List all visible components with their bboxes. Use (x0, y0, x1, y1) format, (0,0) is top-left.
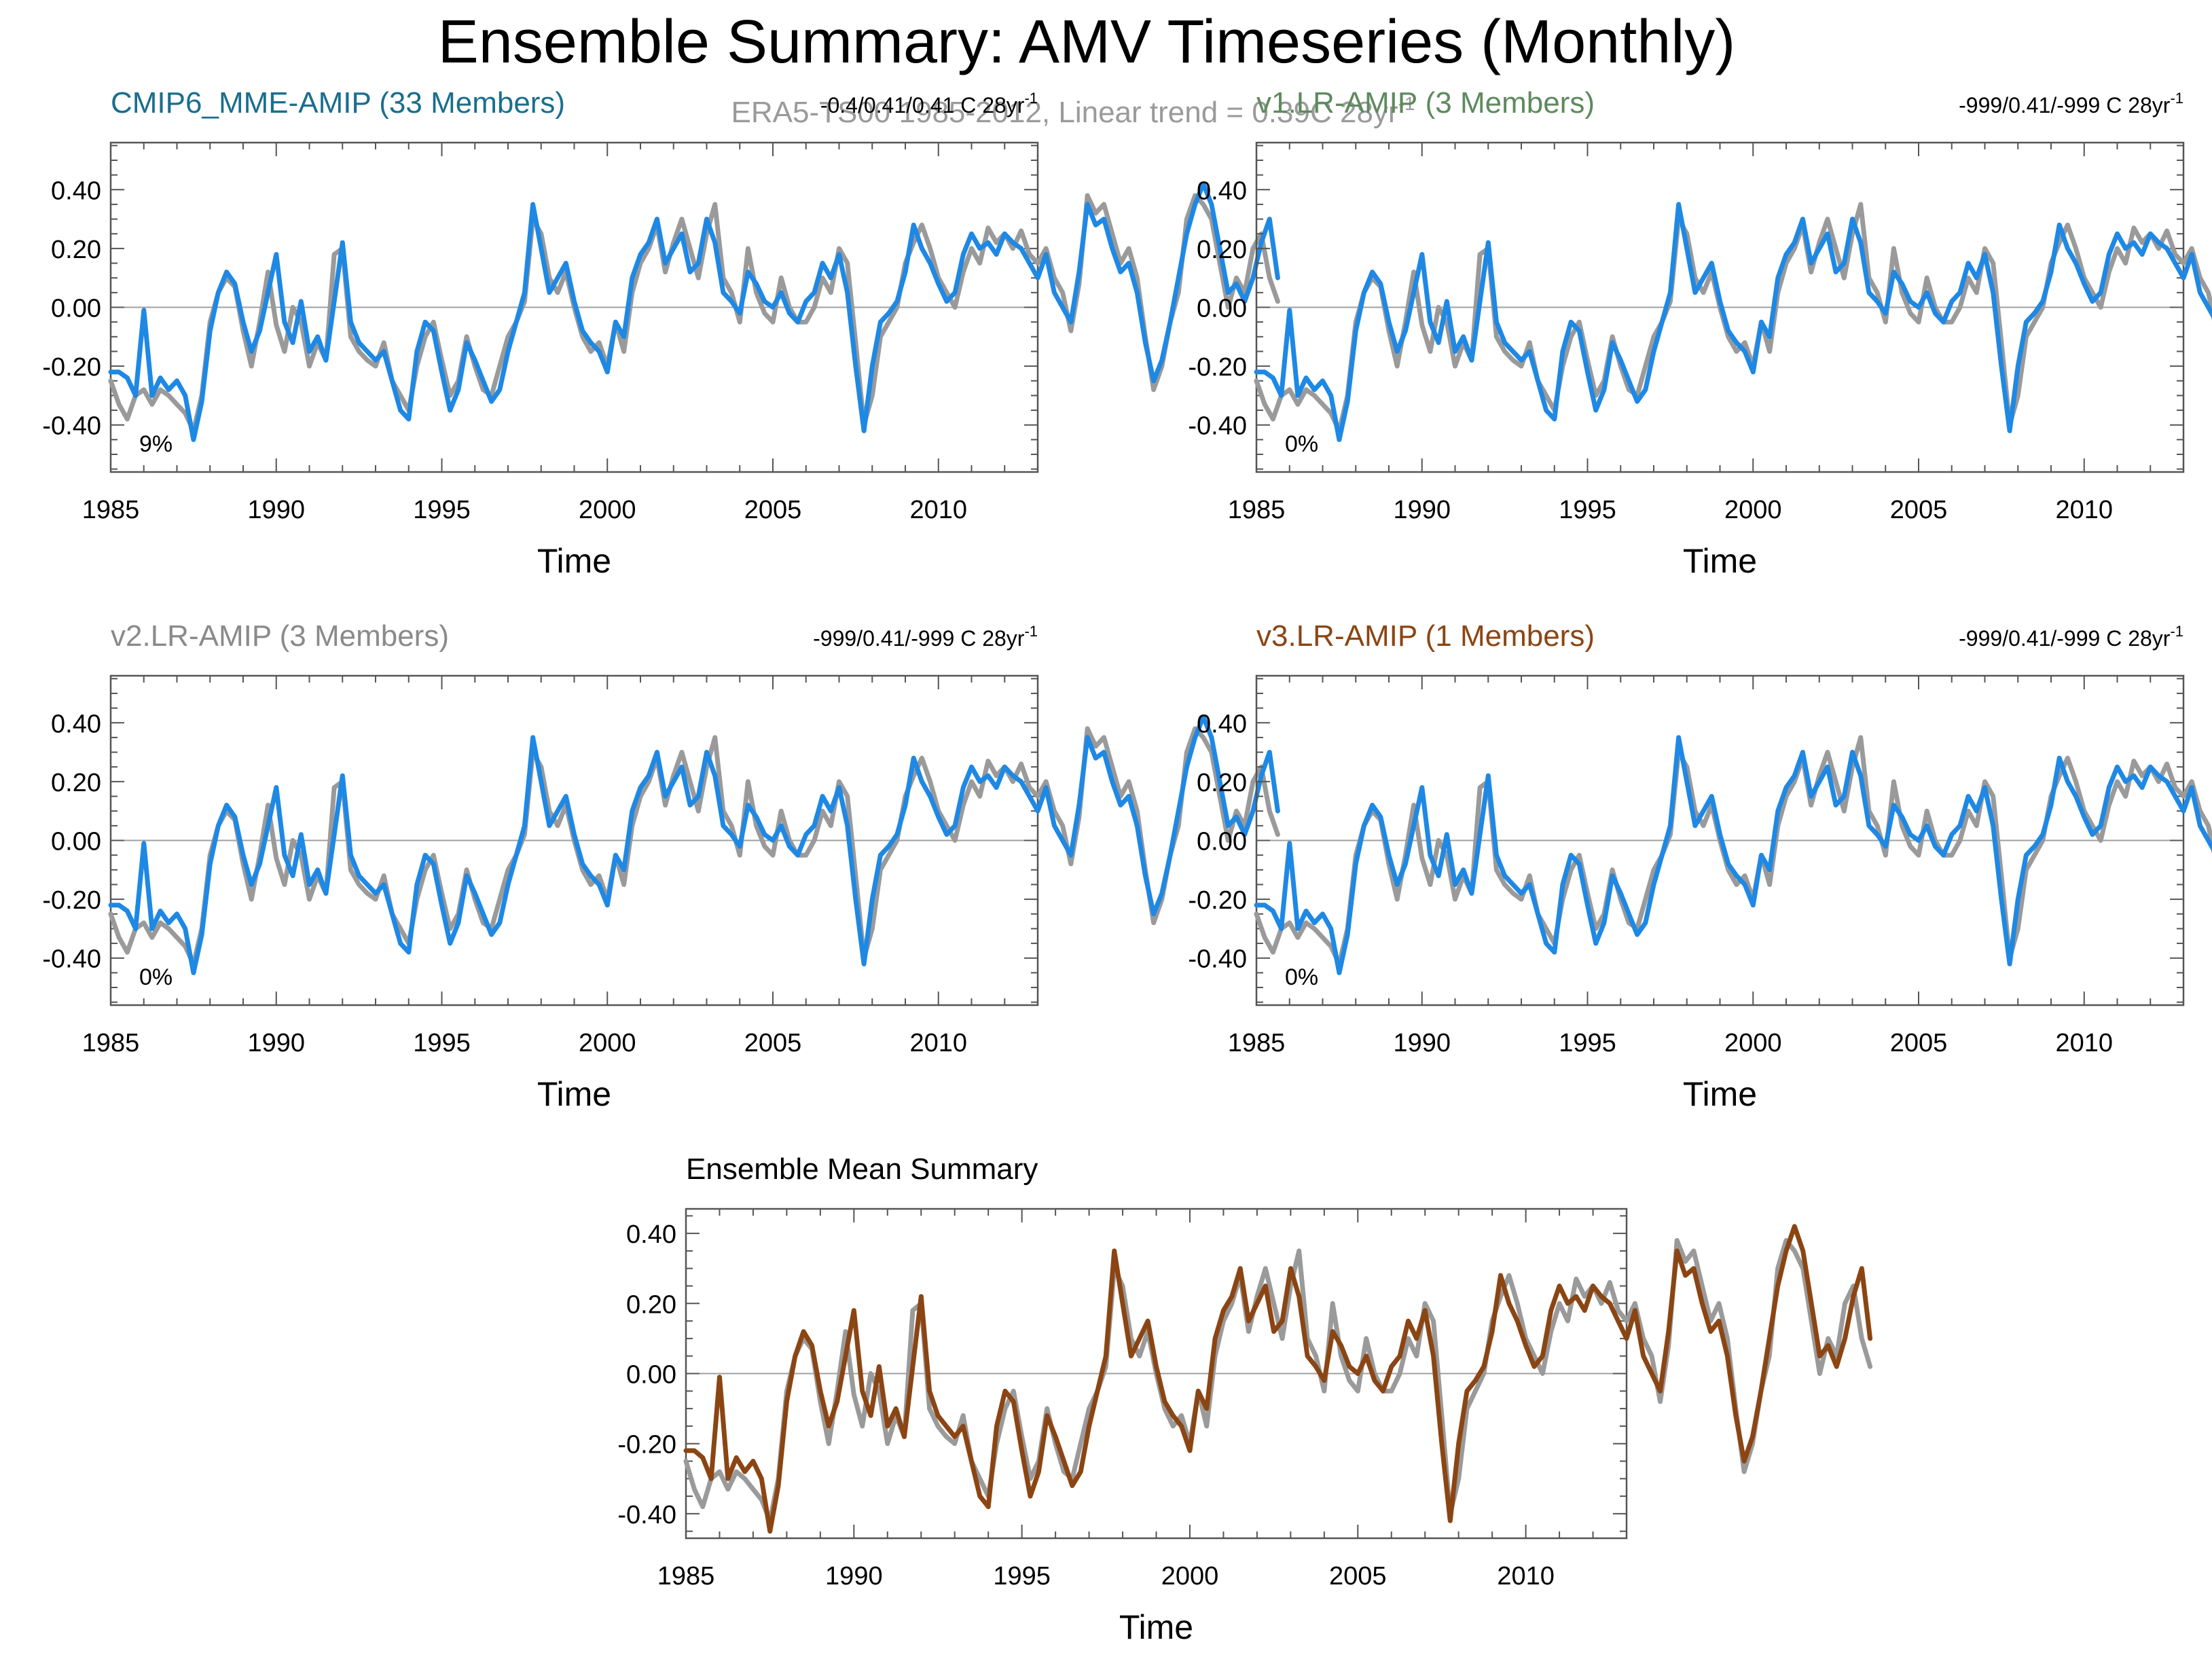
x-tick-label: 1990 (825, 1562, 883, 1591)
x-tick-label: 1985 (657, 1562, 715, 1591)
y-tick-label: 0.40 (1197, 710, 1247, 738)
y-tick-label: 0.00 (1197, 295, 1247, 323)
y-tick-label: 0.40 (51, 710, 101, 738)
y-tick-label: -0.40 (617, 1501, 676, 1529)
y-tick-label: 0.40 (626, 1220, 676, 1249)
x-tick-label: 1995 (413, 1029, 471, 1057)
x-tick-label: 2005 (1890, 1029, 1948, 1057)
y-tick-label: 0.00 (51, 828, 101, 856)
x-tick-label: 2010 (909, 496, 967, 524)
panel-stats-superscript: -1 (1024, 623, 1038, 640)
figure-title: Ensemble Summary: AMV Timeseries (Monthl… (438, 8, 1736, 76)
reference-label: ERA5-TS00 1985-2012, Linear trend = 0.39… (731, 93, 1415, 129)
panel-stats-text: -999/0.41/-999 C 28yr (813, 626, 1025, 651)
x-axis-label: Time (537, 542, 611, 580)
panel-stats-superscript: -1 (2170, 623, 2183, 640)
y-tick-label: 0.20 (51, 769, 101, 797)
series-line-model (108, 181, 1280, 442)
panels: -0.40 -0.20 0.00 0.20 0.40 1985 1990 1995 2000 20… (42, 86, 2212, 1646)
y-tick-label: 0.40 (1197, 177, 1247, 205)
y-tick-label: -0.40 (42, 412, 101, 441)
x-tick-label: 2005 (1329, 1562, 1387, 1591)
y-tick-label: 0.20 (51, 236, 101, 264)
y-tick-label: -0.20 (42, 886, 101, 915)
percent-label: 0% (1285, 964, 1318, 990)
x-tick-label: 2000 (1161, 1562, 1219, 1591)
x-tick-label: 2000 (579, 496, 636, 524)
y-tick-label: 0.00 (1197, 828, 1247, 856)
x-tick-label: 1990 (247, 1029, 305, 1057)
x-tick-label: 1995 (1559, 496, 1616, 524)
x-tick-label: 2005 (744, 1029, 802, 1057)
y-tick-label: 0.00 (51, 295, 101, 323)
reference-label-text: ERA5-TS00 1985-2012, Linear trend = 0.39… (731, 96, 1398, 129)
percent-label: 9% (139, 431, 173, 457)
x-axis-label: Time (1683, 1075, 1757, 1113)
x-tick-label: 1985 (82, 496, 140, 524)
y-tick-label: 0.20 (626, 1290, 676, 1319)
chart-panel-5: -0.40 -0.20 0.00 0.20 0.40 1985 1990 1995 2000 20… (617, 1152, 1873, 1646)
chart-panel-4: -0.40 -0.20 0.00 0.20 0.40 1985 1990 1995 2000 20… (1188, 619, 2212, 1113)
x-tick-label: 2005 (1890, 496, 1948, 524)
chart-panel-2: -0.40 -0.20 0.00 0.20 0.40 1985 1990 1995 2000 20… (1188, 86, 2212, 580)
x-tick-label: 1985 (82, 1029, 140, 1057)
x-tick-label: 1990 (1393, 496, 1451, 524)
panel-stats-text: -999/0.41/-999 C 28yr (1959, 93, 2171, 117)
x-tick-label: 1990 (1393, 1029, 1451, 1057)
x-tick-label: 2010 (909, 1029, 967, 1057)
panel-title: v2.LR-AMIP (3 Members) (111, 619, 449, 653)
panel-stats: -999/0.41/-999 C 28yr-1 (1959, 623, 2183, 651)
series-line-observation (1254, 735, 2212, 966)
x-axis-label: Time (537, 1075, 611, 1113)
series-line-model (108, 714, 1280, 975)
y-tick-label: -0.20 (1188, 353, 1247, 382)
x-tick-label: 2010 (2055, 496, 2113, 524)
panel-title: Ensemble Mean Summary (686, 1152, 1038, 1186)
y-tick-label: -0.20 (617, 1431, 676, 1459)
x-tick-label: 1995 (413, 496, 471, 524)
x-tick-label: 1995 (993, 1562, 1051, 1591)
panel-stats: -0.4/0.41/0.41 C 28yr-1 (820, 90, 1038, 117)
series-line-model (1254, 202, 2212, 442)
y-tick-label: 0.40 (51, 177, 101, 205)
panel-title: v1.LR-AMIP (3 Members) (1256, 86, 1595, 120)
x-tick-label: 2000 (1724, 496, 1782, 524)
x-tick-label: 1995 (1559, 1029, 1616, 1057)
panel-stats-superscript: -1 (1024, 90, 1038, 107)
y-tick-label: -0.20 (42, 353, 101, 382)
panel-title: CMIP6_MME-AMIP (33 Members) (111, 86, 565, 120)
reference-label-superscript: -1 (1398, 93, 1415, 114)
x-axis-label: Time (1683, 542, 1757, 580)
y-tick-label: -0.40 (1188, 945, 1247, 974)
x-tick-label: 1985 (1228, 1029, 1286, 1057)
x-tick-label: 2010 (1497, 1562, 1555, 1591)
panel-title: v3.LR-AMIP (1 Members) (1256, 619, 1595, 653)
panel-stats-text: -0.4/0.41/0.41 C 28yr (820, 93, 1025, 117)
percent-label: 0% (139, 964, 173, 990)
x-tick-label: 1985 (1228, 496, 1286, 524)
series-line-ensemble_mean (683, 1224, 1873, 1534)
y-tick-label: -0.20 (1188, 886, 1247, 915)
chart-panel-3: -0.40 -0.20 0.00 0.20 0.40 1985 1990 1995 2000 20… (42, 619, 1280, 1113)
panel-stats: -999/0.41/-999 C 28yr-1 (1959, 90, 2183, 117)
x-tick-label: 2000 (1724, 1029, 1782, 1057)
x-tick-label: 2005 (744, 496, 802, 524)
chart-panel-1: -0.40 -0.20 0.00 0.20 0.40 1985 1990 1995 2000 20… (42, 86, 1280, 580)
y-tick-label: -0.40 (42, 945, 101, 974)
panel-stats-superscript: -1 (2170, 90, 2183, 107)
x-axis-label: Time (1119, 1608, 1193, 1646)
series-line-model (1254, 735, 2212, 975)
x-tick-label: 2010 (2055, 1029, 2113, 1057)
y-tick-label: 0.00 (626, 1361, 676, 1390)
panel-stats: -999/0.41/-999 C 28yr-1 (813, 623, 1038, 651)
y-tick-label: 0.20 (1197, 236, 1247, 264)
panel-stats-text: -999/0.41/-999 C 28yr (1959, 626, 2171, 651)
x-tick-label: 1990 (247, 496, 305, 524)
series-line-observation (1254, 202, 2212, 433)
y-tick-label: -0.40 (1188, 412, 1247, 441)
x-tick-label: 2000 (579, 1029, 636, 1057)
percent-label: 0% (1285, 431, 1318, 457)
y-tick-label: 0.20 (1197, 769, 1247, 797)
